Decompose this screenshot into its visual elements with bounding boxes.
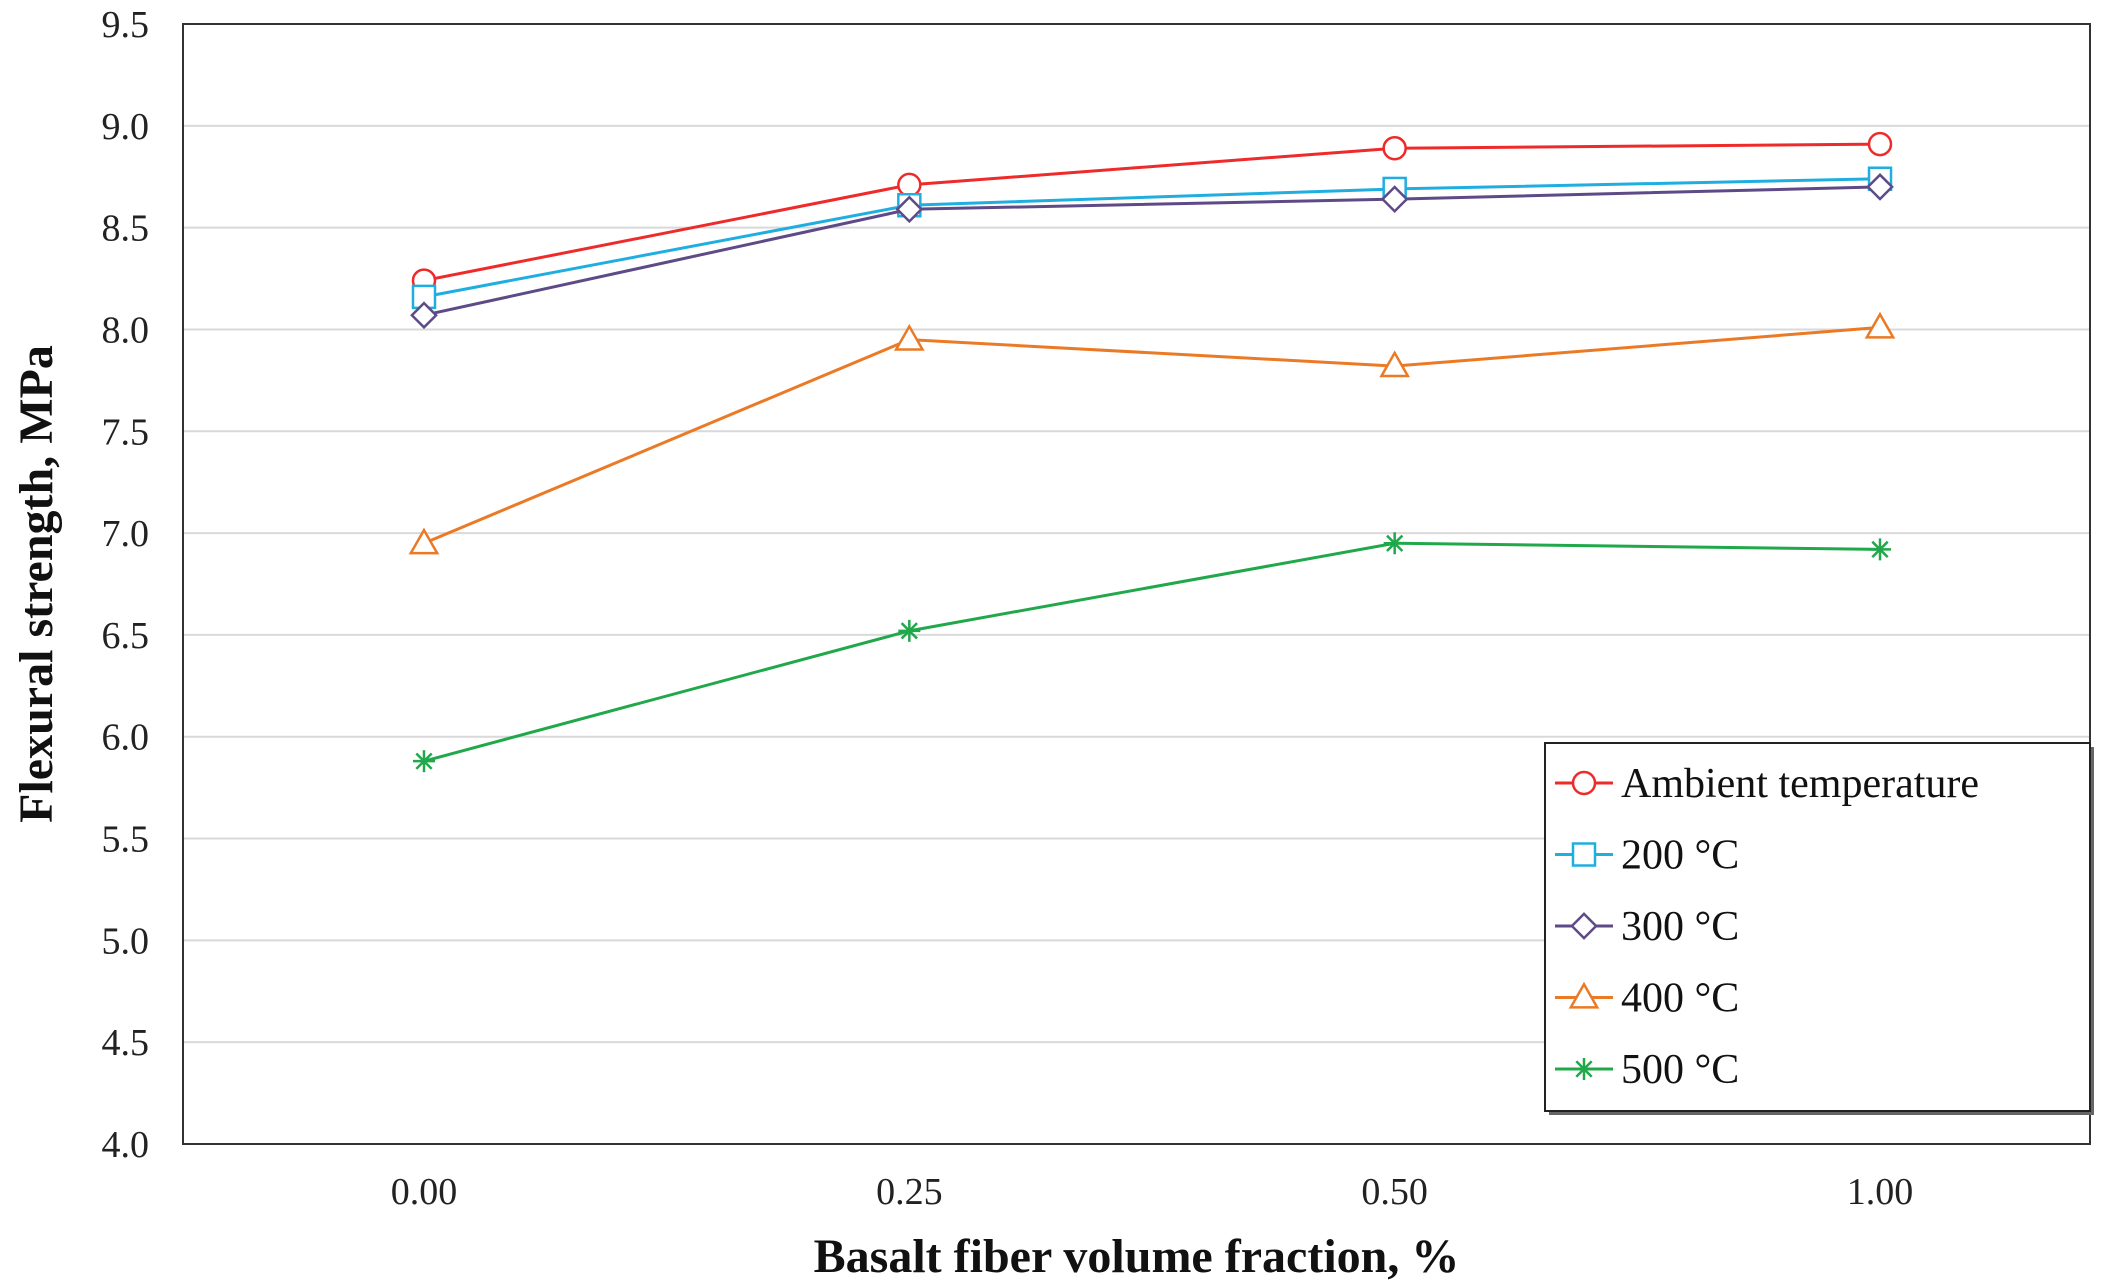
marker-diamond bbox=[1866, 173, 1894, 201]
series-line bbox=[423, 541, 1881, 763]
marker-triangle bbox=[408, 527, 440, 555]
y-tick-label: 8.5 bbox=[102, 208, 150, 250]
marker-square bbox=[1571, 842, 1597, 867]
series bbox=[413, 532, 1891, 773]
y-tick-label: 7.0 bbox=[102, 513, 150, 555]
y-tick-label: 5.5 bbox=[102, 819, 150, 861]
marker-triangle bbox=[1379, 350, 1411, 378]
y-tick-label: 6.5 bbox=[102, 615, 150, 657]
legend-item: Ambient temperature bbox=[1555, 761, 1979, 807]
x-axis-title: Basalt fiber volume fraction, % bbox=[814, 1230, 1460, 1283]
y-tick-label: 8.0 bbox=[102, 309, 150, 351]
marker-asterisk bbox=[1383, 532, 1406, 555]
legend-label: 200 °C bbox=[1621, 833, 1739, 879]
marker-diamond bbox=[410, 301, 438, 330]
x-tick-label: 0.00 bbox=[391, 1171, 458, 1213]
legend-item: 200 °C bbox=[1555, 833, 1739, 879]
x-tick-label: 0.25 bbox=[876, 1171, 943, 1213]
y-tick-label: 9.5 bbox=[102, 4, 150, 46]
marker-diamond bbox=[1570, 912, 1598, 940]
series bbox=[408, 311, 1896, 555]
marker-diamond bbox=[1380, 185, 1409, 213]
marker-diamond bbox=[895, 195, 924, 224]
x-axis-ticks: 0.00 0.25 0.50 1.00 bbox=[391, 1171, 1914, 1213]
marker-asterisk bbox=[1869, 538, 1891, 561]
y-tick-label: 7.5 bbox=[102, 411, 150, 453]
legend-item: 300 °C bbox=[1555, 904, 1739, 950]
legend-item: 400 °C bbox=[1555, 976, 1739, 1022]
marker-asterisk bbox=[898, 619, 921, 642]
marker-circle bbox=[1571, 770, 1597, 796]
x-tick-label: 0.50 bbox=[1361, 1171, 1428, 1213]
marker-asterisk bbox=[413, 750, 435, 773]
y-tick-label: 4.0 bbox=[102, 1124, 150, 1166]
y-tick-label: 9.0 bbox=[102, 106, 150, 148]
series bbox=[410, 173, 1894, 330]
series-line bbox=[423, 325, 1881, 545]
marker-circle bbox=[1867, 131, 1893, 157]
legend-label: 500 °C bbox=[1621, 1047, 1739, 1093]
marker-triangle bbox=[893, 323, 925, 351]
marker-asterisk bbox=[1573, 1058, 1595, 1080]
legend-label: Ambient temperature bbox=[1621, 761, 1979, 807]
y-tick-label: 4.5 bbox=[102, 1022, 150, 1064]
series-line bbox=[423, 185, 1881, 317]
marker-circle bbox=[897, 172, 922, 198]
plot-area-frame bbox=[182, 23, 2091, 1145]
series-line bbox=[423, 177, 1881, 299]
y-axis-ticks: 4.0 4.5 5.0 5.5 6.0 6.5 7.0 7.5 8.0 8.5 9.0 9.5 bbox=[102, 4, 150, 1166]
series-line bbox=[423, 142, 1881, 283]
y-axis-title: Flexural strength, MPa bbox=[10, 345, 63, 823]
gridlines bbox=[183, 124, 2090, 1044]
legend-label: 300 °C bbox=[1621, 904, 1739, 950]
marker-triangle bbox=[1568, 981, 1600, 1009]
legend-box bbox=[1544, 742, 2091, 1112]
y-tick-label: 6.0 bbox=[102, 717, 150, 759]
legend: Ambient temperature 200 °C 300 °C 400 °C 500… bbox=[1544, 742, 2094, 1115]
y-tick-label: 5.0 bbox=[102, 920, 150, 962]
legend-item: 500 °C bbox=[1555, 1047, 1739, 1093]
marker-triangle bbox=[1864, 311, 1896, 339]
legend-label: 400 °C bbox=[1621, 976, 1739, 1022]
x-tick-label: 1.00 bbox=[1847, 1171, 1914, 1213]
series-group bbox=[408, 131, 1896, 773]
marker-circle bbox=[1382, 135, 1407, 161]
